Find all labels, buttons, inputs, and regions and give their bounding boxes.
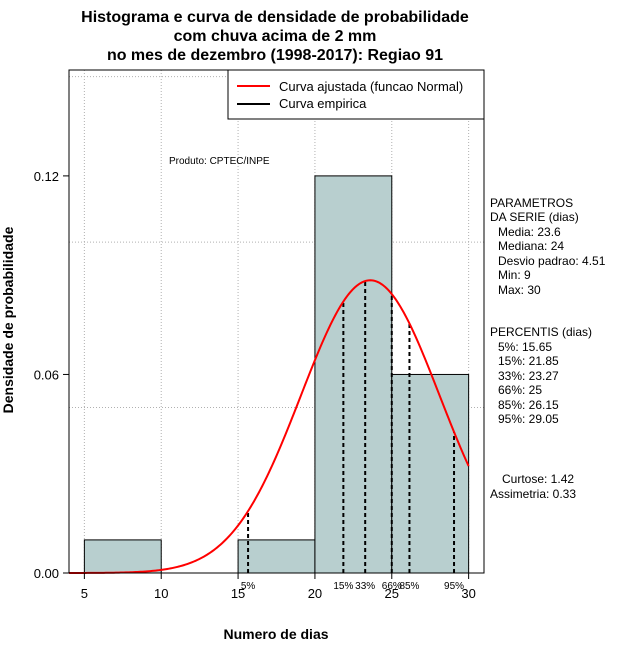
percentile-label: 5% [241,581,256,592]
stat-assimetria: Assimetria: 0.33 [490,487,576,501]
param-media: Media: 23.6 [498,225,561,239]
percentile-label: 15% [333,581,353,592]
percentil-5: 5%: 15.65 [498,340,552,354]
param-min: Min: 9 [498,268,531,282]
histogram-bar [83,539,162,574]
chart-title-line-3: no mes de dezembro (1998-2017): Regiao 9… [107,47,443,64]
x-tick-label: 15 [231,586,245,601]
percentil-95: 95%: 29.05 [498,412,559,426]
histogram-bar [391,373,470,574]
histogram-bar [237,539,316,574]
percentile-label: 85% [399,581,419,592]
x-axis-title: Numero de dias [223,626,328,642]
chart-title-line-2: com chuva acima de 2 mm [174,28,377,45]
legend-label-fitted: Curva ajustada (funcao Normal) [279,79,463,94]
stat-curtose: Curtose: 1.42 [502,472,574,486]
axes: 5 10 15 20 25 30 0.00 0.06 0.12 [34,169,476,601]
stats-panel: PARAMETROS DA SERIE (dias) Media: 23.6 M… [490,196,606,501]
histogram-bars [83,175,470,574]
x-tick-label: 5 [81,586,88,601]
y-axis-title: Densidade de probabilidade [0,226,16,413]
params-title-2: DA SERIE (dias) [490,210,579,224]
x-tick-label: 25 [385,586,399,601]
percentil-85: 85%: 26.15 [498,398,559,412]
percentile-lines: 5% 15% 33% 66%85% 95% [241,281,464,592]
legend-box [227,69,485,120]
percentil-33: 33%: 23.27 [498,369,559,383]
x-tick-label: 20 [308,586,322,601]
histogram-bar [314,175,393,574]
param-mediana: Mediana: 24 [498,239,564,253]
percentil-66: 66%: 25 [498,383,542,397]
product-annotation: Produto: CPTEC/INPE [169,156,270,167]
param-desvio: Desvio padrao: 4.51 [498,254,606,268]
legend-label-empirical: Curva empirica [279,96,367,111]
y-tick-label: 0.06 [34,367,59,382]
normal-curve [68,279,470,574]
x-tick-label: 10 [154,586,168,601]
x-tick-label: 30 [461,586,475,601]
percentile-label: 33% [355,581,375,592]
legend: Curva ajustada (funcao Normal) Curva emp… [227,69,485,120]
percentil-15: 15%: 21.85 [498,354,559,368]
y-tick-label: 0.00 [34,566,59,581]
params-title-1: PARAMETROS [490,196,573,210]
percentile-label: 95% [444,581,464,592]
percentile-label: 66% [382,581,402,592]
percentis-title: PERCENTIS (dias) [490,325,592,339]
y-tick-label: 0.12 [34,169,59,184]
param-max: Max: 30 [498,283,541,297]
chart-title-line-1: Histograma e curva de densidade de proba… [81,9,469,26]
